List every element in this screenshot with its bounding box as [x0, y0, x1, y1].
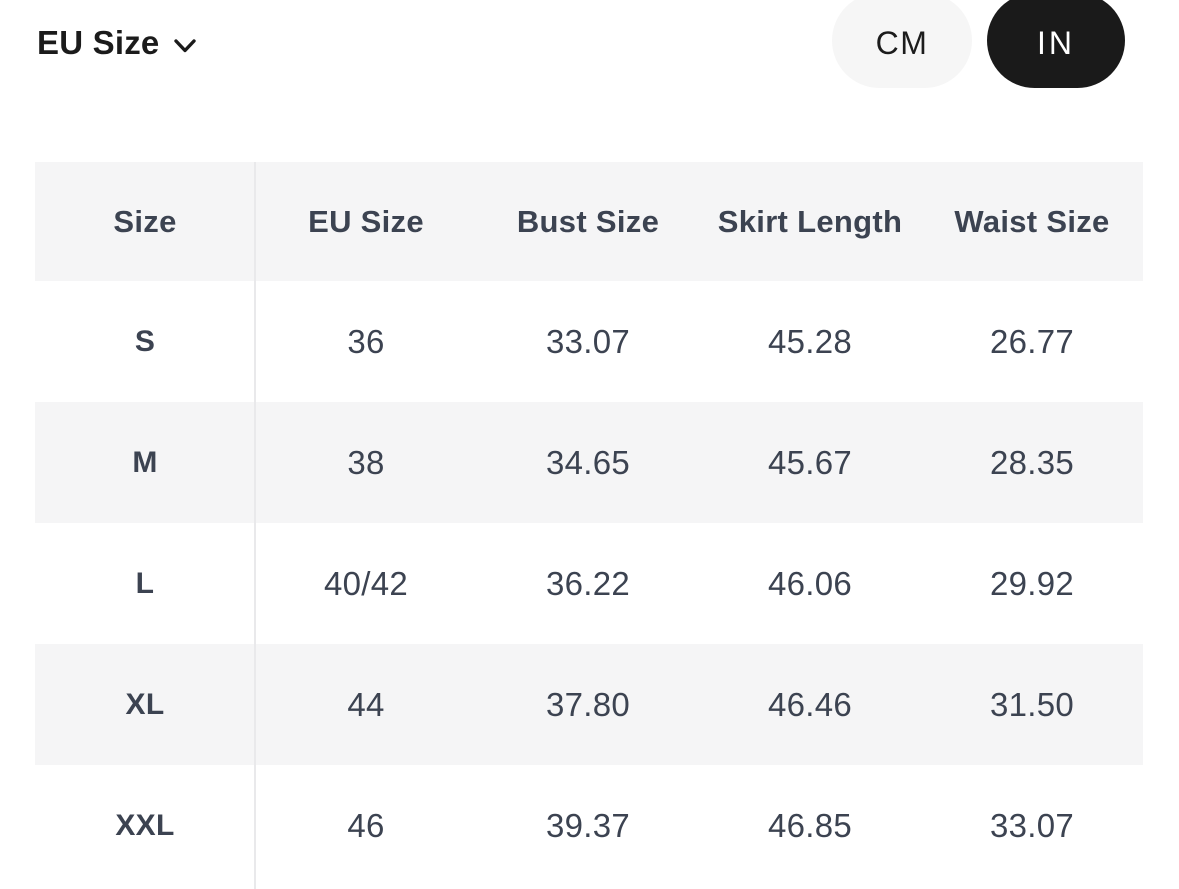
size-cell: XL — [125, 687, 165, 721]
size-standard-dropdown[interactable]: EU Size — [37, 24, 197, 62]
skirt-length-cell: 46.46 — [767, 685, 853, 723]
size-guide-topbar: EU Size CM IN — [0, 0, 1179, 110]
eu-size-cell: 44 — [347, 685, 385, 723]
bust-size-cell: 37.80 — [545, 685, 631, 723]
size-cell: L — [135, 566, 155, 600]
size-cell: XXL — [115, 808, 175, 842]
size-cell: S — [134, 324, 156, 358]
eu-size-cell: 38 — [347, 443, 385, 481]
table-row-xl: XL 44 37.80 46.46 31.50 — [35, 644, 1143, 765]
table-row-l: L 40/42 36.22 46.06 29.92 — [35, 523, 1143, 644]
skirt-length-cell: 46.06 — [767, 564, 853, 602]
waist-size-cell: 31.50 — [989, 685, 1075, 723]
waist-size-cell: 26.77 — [989, 322, 1075, 360]
column-header-eu-size: EU Size — [308, 203, 424, 239]
column-header-bust-size: Bust Size — [516, 203, 660, 239]
skirt-length-cell: 45.28 — [767, 322, 853, 360]
eu-size-cell: 46 — [347, 806, 385, 844]
waist-size-cell: 29.92 — [989, 564, 1075, 602]
waist-size-cell: 28.35 — [989, 443, 1075, 481]
table-row-s: S 36 33.07 45.28 26.77 — [35, 281, 1143, 402]
size-standard-label: EU Size — [37, 24, 160, 61]
in-toggle-button[interactable]: IN — [987, 0, 1125, 88]
waist-size-cell: 33.07 — [989, 806, 1075, 844]
table-row-m: M 38 34.65 45.67 28.35 — [35, 402, 1143, 523]
column-header-waist-size: Waist Size — [954, 203, 1110, 239]
skirt-length-cell: 46.85 — [767, 806, 853, 844]
eu-size-cell: 40/42 — [323, 564, 409, 602]
table-row-xxl: XXL 46 39.37 46.85 33.07 — [35, 765, 1143, 886]
bust-size-cell: 36.22 — [545, 564, 631, 602]
chevron-down-icon — [173, 38, 197, 54]
column-header-size: Size — [113, 203, 177, 239]
bust-size-cell: 34.65 — [545, 443, 631, 481]
bust-size-cell: 33.07 — [545, 322, 631, 360]
size-chart-table: Size EU Size Bust Size Skirt Length Wais… — [35, 162, 1143, 886]
table-header-row: Size EU Size Bust Size Skirt Length Wais… — [35, 162, 1143, 281]
bust-size-cell: 39.37 — [545, 806, 631, 844]
column-header-skirt-length: Skirt Length — [717, 203, 903, 239]
skirt-length-cell: 45.67 — [767, 443, 853, 481]
unit-toggle: CM IN — [832, 0, 1125, 88]
cm-toggle-button[interactable]: CM — [832, 0, 972, 88]
size-cell: M — [132, 445, 158, 479]
eu-size-cell: 36 — [347, 322, 385, 360]
